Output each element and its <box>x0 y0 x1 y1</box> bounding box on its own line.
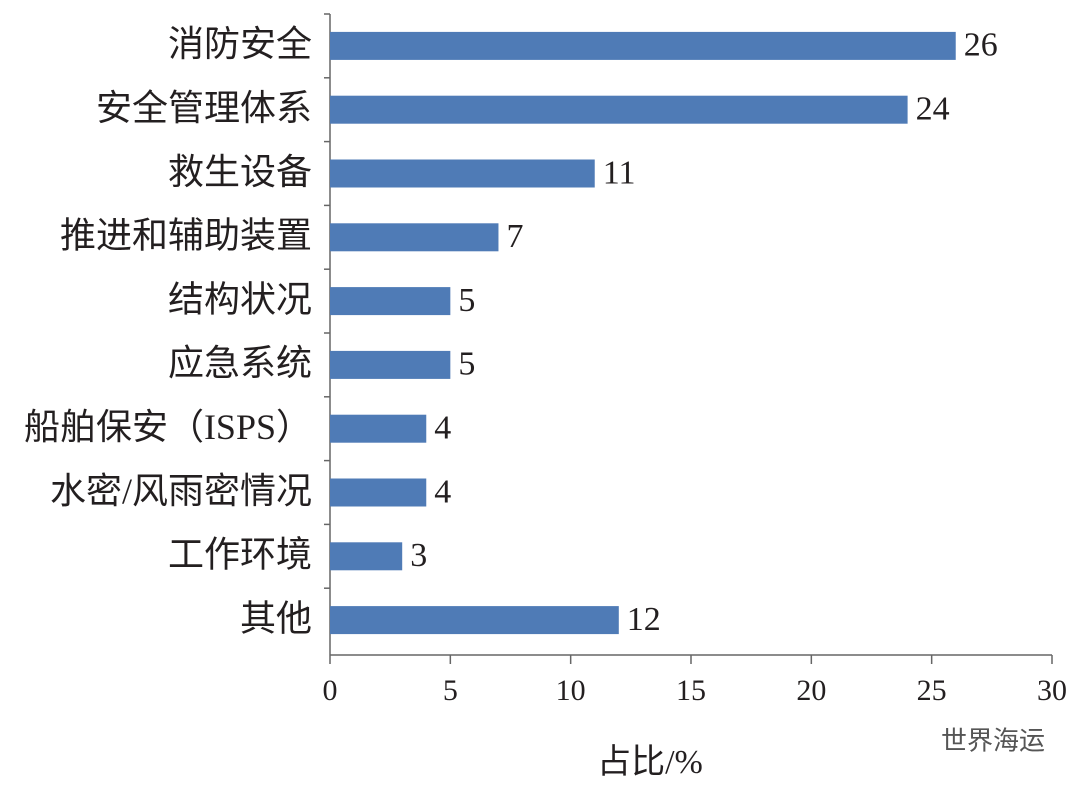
bar <box>330 414 427 443</box>
bar <box>330 350 451 379</box>
y-tick-label: 结构状况 <box>168 279 312 319</box>
value-label: 5 <box>458 346 475 383</box>
value-label: 12 <box>627 601 661 638</box>
value-label: 3 <box>410 537 427 574</box>
x-tick-label: 15 <box>676 674 706 707</box>
bar <box>330 287 451 316</box>
y-tick-label: 船舶保安（ISPS） <box>24 407 312 447</box>
bar <box>330 606 619 635</box>
y-tick-label: 救生设备 <box>168 152 312 192</box>
watermark: 世界海运 <box>941 727 1045 757</box>
y-tick-label: 推进和辅助装置 <box>60 216 312 256</box>
value-label: 7 <box>506 218 523 255</box>
value-label: 24 <box>916 90 950 127</box>
bar <box>330 95 908 124</box>
x-tick-label: 5 <box>443 674 458 707</box>
y-tick-label: 其他 <box>240 598 312 638</box>
y-tick-label: 水密/风雨密情况 <box>50 471 312 511</box>
x-tick-label: 0 <box>323 674 338 707</box>
value-label: 11 <box>603 154 636 191</box>
x-tick-label: 30 <box>1037 674 1067 707</box>
bar <box>330 542 403 571</box>
y-tick-label: 应急系统 <box>168 343 312 383</box>
value-label: 26 <box>964 27 998 64</box>
x-axis-label: 占比/% <box>597 743 703 781</box>
x-tick-label: 10 <box>556 674 586 707</box>
value-label: 4 <box>434 473 451 510</box>
value-label: 5 <box>458 282 475 319</box>
bar <box>330 223 499 252</box>
bar <box>330 159 595 188</box>
bar <box>330 31 956 60</box>
y-tick-label: 工作环境 <box>168 535 312 575</box>
value-label: 4 <box>434 409 451 446</box>
x-tick-label: 20 <box>796 674 826 707</box>
y-tick-label: 消防安全 <box>168 24 312 64</box>
bar <box>330 478 427 507</box>
x-tick-label: 25 <box>917 674 947 707</box>
y-tick-label: 安全管理体系 <box>96 88 312 128</box>
